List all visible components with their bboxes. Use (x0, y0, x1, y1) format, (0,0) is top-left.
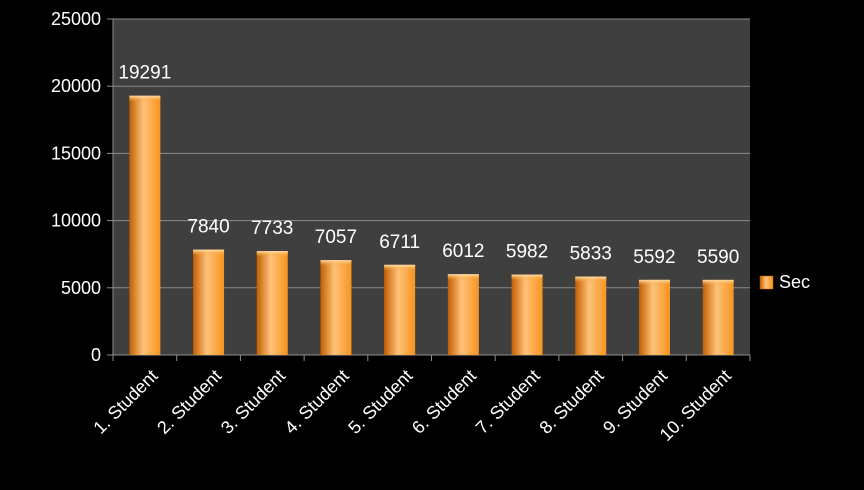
data-label-5: 6711 (379, 232, 420, 253)
bar-highlight-3 (256, 251, 288, 258)
bar-4 (320, 260, 352, 355)
data-label-3: 7733 (251, 218, 293, 239)
data-label-6: 6012 (442, 241, 484, 262)
bar-8 (575, 276, 607, 355)
bar-highlight-8 (575, 276, 607, 283)
x-tick-label: 2. Student (153, 366, 225, 438)
x-tick-label: 8. Student (535, 366, 607, 438)
data-label-10: 5590 (697, 247, 739, 268)
bar-3 (256, 251, 288, 355)
bar-7 (511, 274, 543, 355)
legend-label: Sec (779, 272, 810, 292)
y-tick-label: 5000 (61, 278, 101, 298)
data-label-2: 7840 (187, 217, 229, 238)
bar-highlight-10 (702, 279, 734, 286)
data-label-7: 5982 (506, 242, 548, 263)
legend: Sec (759, 272, 810, 292)
x-tick-label: 3. Student (217, 366, 289, 438)
data-label-8: 5833 (570, 244, 612, 265)
legend-swatch (759, 275, 774, 290)
data-label-4: 7057 (315, 227, 357, 248)
x-tick-label: 1. Student (89, 366, 161, 438)
data-label-1: 19291 (118, 63, 171, 84)
data-label-9: 5592 (633, 247, 675, 268)
x-tick-label: 7. Student (472, 366, 544, 438)
x-tick-label: 5. Student (344, 366, 416, 438)
bar-1 (129, 95, 161, 356)
data-labels: 19291 7840 7733 7057 6711 6012 5982 5833 5592 559… (118, 63, 739, 268)
bar-highlight-2 (193, 249, 225, 256)
bar-highlight-7 (511, 274, 543, 281)
x-tick-label: 4. Student (281, 366, 353, 438)
bar-highlight-1 (129, 95, 161, 102)
y-tick-label: 20000 (51, 76, 101, 96)
bar-2 (193, 249, 225, 355)
y-tick-label: 10000 (51, 211, 101, 231)
bars (129, 95, 734, 356)
y-tick-label: 25000 (51, 9, 101, 29)
bar-10 (702, 279, 734, 355)
bar-highlight-6 (447, 274, 479, 281)
bar-highlight-4 (320, 260, 352, 267)
y-tick-label: 0 (91, 345, 101, 365)
bar-5 (384, 264, 416, 355)
x-tick-label: 6. Student (408, 366, 480, 438)
bar-6 (447, 274, 479, 355)
bar-9 (638, 279, 670, 355)
y-tick-label: 15000 (51, 143, 101, 163)
bar-highlight-5 (384, 264, 416, 271)
bar-highlight-9 (638, 279, 670, 286)
